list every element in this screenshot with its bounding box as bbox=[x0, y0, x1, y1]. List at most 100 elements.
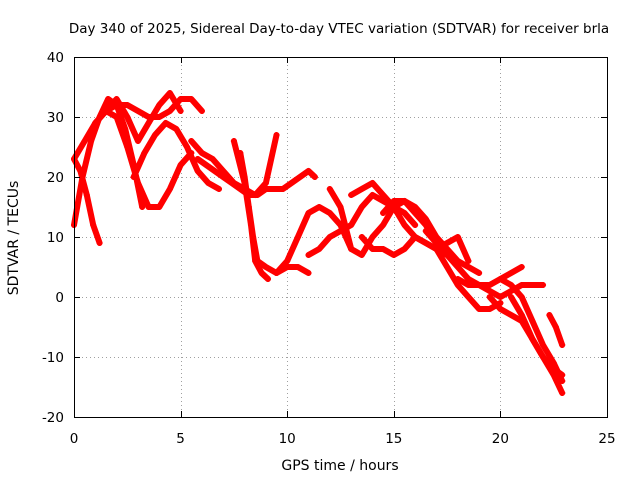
data-point bbox=[358, 252, 365, 258]
data-point bbox=[254, 192, 261, 198]
y-axis-label: SDTVAR / TECUs bbox=[6, 181, 22, 296]
data-point bbox=[166, 90, 173, 96]
data-point bbox=[348, 246, 355, 252]
data-point bbox=[518, 294, 525, 300]
data-point bbox=[390, 198, 397, 204]
chart-title: Day 340 of 2025, Sidereal Day-to-day VTE… bbox=[69, 21, 609, 37]
data-point bbox=[508, 270, 515, 276]
y-tick-label: 20 bbox=[47, 170, 64, 186]
data-point bbox=[444, 252, 451, 258]
data-point bbox=[444, 264, 451, 270]
data-point bbox=[273, 270, 280, 276]
data-point bbox=[113, 96, 120, 102]
data-point bbox=[529, 318, 536, 324]
data-point bbox=[465, 264, 472, 270]
data-point bbox=[540, 282, 547, 288]
y-tick-label: -10 bbox=[42, 350, 64, 366]
data-point bbox=[279, 186, 286, 192]
data-point bbox=[380, 246, 387, 252]
data-point bbox=[401, 210, 408, 216]
x-tick-label: 15 bbox=[385, 431, 402, 447]
data-point bbox=[518, 282, 525, 288]
series-track-16 bbox=[380, 198, 483, 276]
series-line bbox=[273, 204, 355, 276]
data-point bbox=[198, 150, 205, 156]
data-point bbox=[124, 144, 131, 150]
data-point bbox=[559, 378, 566, 384]
data-point bbox=[433, 246, 440, 252]
series-line bbox=[380, 198, 483, 276]
x-tick-label: 5 bbox=[176, 431, 185, 447]
data-point bbox=[141, 150, 148, 156]
data-point bbox=[203, 162, 210, 168]
data-point bbox=[348, 192, 355, 198]
data-point bbox=[124, 102, 131, 108]
data-point bbox=[497, 294, 504, 300]
data-point bbox=[454, 234, 461, 240]
data-point bbox=[380, 222, 387, 228]
axis-ticks: 0 5 10 15 20 25 -20 -10 0 10 20 30 40 bbox=[42, 50, 616, 447]
x-tick-label: 0 bbox=[70, 431, 79, 447]
data-point bbox=[358, 234, 365, 240]
data-point bbox=[130, 174, 137, 180]
series-line bbox=[230, 138, 271, 282]
data-point bbox=[265, 276, 272, 282]
data-point bbox=[486, 306, 493, 312]
data-point bbox=[401, 222, 408, 228]
data-point bbox=[241, 180, 248, 186]
data-point bbox=[465, 282, 472, 288]
data-point bbox=[173, 126, 180, 132]
data-point bbox=[422, 228, 429, 234]
data-point bbox=[220, 174, 227, 180]
x-axis-label: GPS time / hours bbox=[281, 458, 398, 474]
data-point bbox=[486, 288, 493, 294]
data-point bbox=[326, 210, 333, 216]
x-tick-label: 20 bbox=[492, 431, 509, 447]
data-point bbox=[139, 204, 146, 210]
data-point bbox=[369, 180, 376, 186]
data-point bbox=[550, 372, 557, 378]
data-point bbox=[220, 168, 227, 174]
data-point bbox=[258, 270, 265, 276]
data-point bbox=[422, 216, 429, 222]
x-tick-label: 25 bbox=[598, 431, 615, 447]
data-point bbox=[102, 108, 109, 114]
data-point bbox=[134, 108, 141, 114]
x-tick-label: 10 bbox=[279, 431, 296, 447]
data-point bbox=[194, 156, 201, 162]
series-track-19 bbox=[454, 276, 547, 300]
data-point bbox=[305, 270, 312, 276]
data-point bbox=[228, 180, 235, 186]
data-point bbox=[337, 228, 344, 234]
data-point bbox=[454, 264, 461, 270]
data-point bbox=[401, 246, 408, 252]
data-point bbox=[215, 186, 222, 192]
data-point bbox=[209, 156, 216, 162]
data-point bbox=[369, 192, 376, 198]
data-point bbox=[273, 132, 280, 138]
data-point bbox=[540, 354, 547, 360]
data-point bbox=[380, 210, 387, 216]
data-point bbox=[358, 204, 365, 210]
data-point bbox=[433, 240, 440, 246]
data-point bbox=[83, 192, 90, 198]
data-point bbox=[559, 390, 566, 396]
data-point bbox=[508, 282, 515, 288]
data-point bbox=[92, 120, 99, 126]
data-point bbox=[518, 312, 525, 318]
data-point bbox=[369, 234, 376, 240]
y-tick-label: 30 bbox=[47, 110, 64, 126]
data-point bbox=[271, 186, 278, 192]
data-point bbox=[486, 294, 493, 300]
data-point bbox=[166, 108, 173, 114]
data-point bbox=[205, 180, 212, 186]
data-point bbox=[508, 294, 515, 300]
data-point bbox=[156, 102, 163, 108]
data-point bbox=[194, 168, 201, 174]
data-point bbox=[198, 108, 205, 114]
series-track-18 bbox=[433, 246, 504, 312]
data-point bbox=[518, 264, 525, 270]
data-point bbox=[348, 222, 355, 228]
series-track-23 bbox=[546, 312, 566, 348]
data-point bbox=[305, 252, 312, 258]
